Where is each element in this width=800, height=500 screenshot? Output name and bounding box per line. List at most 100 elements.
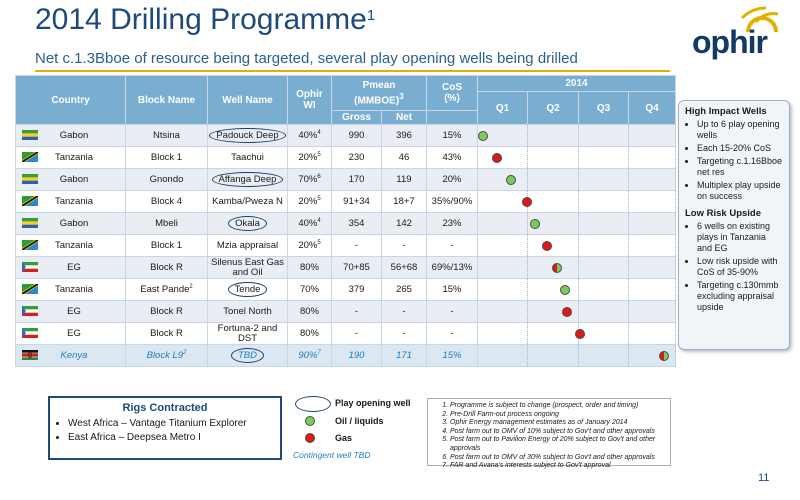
net-cell: 171 [381, 344, 427, 367]
gross-cell: - [331, 322, 382, 345]
wi-cell: 40%4 [287, 212, 332, 235]
q1-cell [477, 322, 528, 345]
equatorial-guinea-flag-icon [22, 262, 38, 273]
tanzania-flag-icon [22, 240, 38, 251]
cos-cell: - [426, 300, 478, 323]
oil-marker-icon [529, 218, 540, 229]
list-item: Up to 6 play opening wells [697, 119, 783, 141]
country-name: Tanzania [54, 196, 94, 207]
logo-text: ophir [692, 24, 768, 60]
country-cell: EG [15, 300, 126, 323]
col-net: Net [381, 110, 427, 125]
q2-cell [527, 300, 579, 323]
col-pmean: Pmean (MMBOE)3 [331, 75, 427, 111]
country-name: EG [67, 262, 81, 273]
footnote: Pre-Drill Farm-out process ongoing [450, 411, 666, 420]
block-cell: Block 1 [125, 146, 208, 169]
q3-cell [578, 256, 629, 279]
country-cell: Tanzania [15, 190, 126, 213]
cos-cell: 35%/90% [426, 190, 478, 213]
net-cell: 56+68 [381, 256, 427, 279]
well-name: TBD [231, 347, 264, 363]
cos-cell: 15% [426, 124, 478, 147]
list-item: West Africa – Vantage Titanium Explorer [68, 418, 280, 429]
footnote: Programme is subject to change (prospect… [450, 402, 666, 411]
low-risk-list: 6 wells on existing plays in Tanzania an… [685, 221, 783, 313]
well-name: Padouck Deep [209, 127, 286, 143]
wi-cell: 80% [287, 256, 332, 279]
summary-panel: High Impact Wells Up to 6 play opening w… [678, 100, 790, 350]
list-item: Targeting c.1.16Bboe net res [697, 156, 783, 178]
header-row-1: Country Block Name Well Name Ophir WI Pme… [15, 75, 676, 125]
country-cell: EG [15, 256, 126, 279]
q4-cell [628, 234, 676, 257]
block-cell: Mbeli [125, 212, 208, 235]
well-name: Tonel North [223, 305, 272, 317]
q2-cell [527, 168, 579, 191]
legend-play-opening: Play opening well [335, 398, 411, 408]
high-impact-list: Up to 6 play opening wells Each 15-20% C… [685, 119, 783, 202]
q2-cell [527, 344, 579, 367]
wi-cell: 40%4 [287, 124, 332, 147]
well-cell: Tende [207, 278, 288, 301]
list-item: Each 15-20% CoS [697, 143, 783, 154]
gross-cell: 379 [331, 278, 382, 301]
q4-cell [628, 124, 676, 147]
col-block: Block Name [125, 75, 208, 125]
well-name: Silenus East Gas and Oil [211, 256, 284, 278]
q4-cell [628, 278, 676, 301]
q1-cell [477, 190, 528, 213]
gross-cell: - [331, 300, 382, 323]
gross-cell: - [331, 234, 382, 257]
q1-cell [477, 234, 528, 257]
table-row: Tanzania Block 4 Kamba/Pweza N 20%5 91+34 18+… [15, 190, 676, 213]
well-cell: Mzia appraisal [207, 234, 288, 257]
q3-cell [578, 344, 629, 367]
block-cell: Gnondo [125, 168, 208, 191]
list-item: Targeting c.130mmb excluding appraisal u… [697, 280, 783, 313]
gross-cell: 230 [331, 146, 382, 169]
col-year: 2014 [477, 75, 676, 92]
q3-cell [578, 146, 629, 169]
q2-cell [527, 322, 579, 345]
col-wi: Ophir WI [287, 75, 332, 125]
q1-cell [477, 212, 528, 235]
q1-cell [477, 278, 528, 301]
q4-cell [628, 190, 676, 213]
block-cell: Ntsina [125, 124, 208, 147]
cos-cell: - [426, 234, 478, 257]
col-well: Well Name [207, 75, 288, 125]
country-cell: EG [15, 322, 126, 345]
well-name: Affanga Deep [211, 171, 284, 187]
table-row: Gabon Ntsina Padouck Deep 40%4 990 396 15% [15, 124, 676, 147]
gross-cell: 354 [331, 212, 382, 235]
list-item: East Africa – Deepsea Metro I [68, 432, 280, 443]
wi-cell: 70%6 [287, 168, 332, 191]
net-cell: - [381, 234, 427, 257]
country-cell: Tanzania [15, 146, 126, 169]
cos-cell: 23% [426, 212, 478, 235]
tanzania-flag-icon [22, 196, 38, 207]
q1-cell [477, 146, 528, 169]
well-name: Taachui [231, 151, 264, 163]
play-opening-ring-icon [295, 396, 331, 412]
tanzania-flag-icon [22, 152, 38, 163]
well-cell: Kamba/Pweza N [207, 190, 288, 213]
footnote: Post farm out to OMV of 30% subject to G… [450, 454, 666, 463]
country-cell: Kenya [15, 344, 126, 367]
footnotes: Programme is subject to change (prospect… [427, 398, 671, 469]
table-row: Kenya Block L92 TBD 90%7 190 171 15% [15, 344, 676, 367]
gas-dot-icon [305, 433, 315, 443]
table-row: EG Block R Tonel North 80% - - - [15, 300, 676, 323]
well-name: Fortuna-2 and DST [217, 322, 278, 344]
q2-cell [527, 190, 579, 213]
cos-cell: 15% [426, 344, 478, 367]
title-underline [35, 70, 670, 72]
well-cell: Taachui [207, 146, 288, 169]
gas-marker-icon [561, 306, 572, 317]
country-name: EG [67, 306, 81, 317]
gabon-flag-icon [22, 218, 38, 229]
rigs-list: West Africa – Vantage Titanium Explorer … [50, 418, 280, 443]
well-cell: Tonel North [207, 300, 288, 323]
well-cell: Affanga Deep [207, 168, 288, 191]
